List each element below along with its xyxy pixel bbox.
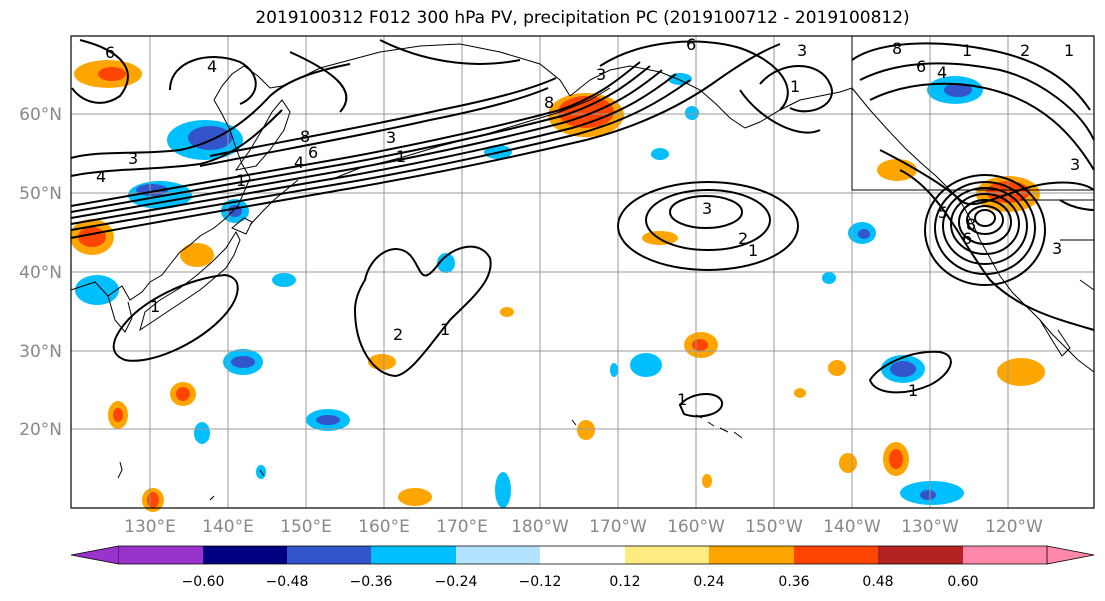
korea-coast bbox=[107, 295, 133, 333]
contour-label: 6 bbox=[916, 57, 926, 76]
hokkaido-coast bbox=[231, 217, 253, 235]
contour-label: 1 bbox=[962, 41, 972, 60]
baja-coast bbox=[1039, 319, 1071, 357]
contour-label: 3 bbox=[702, 199, 712, 218]
lon-label: 180°W bbox=[511, 517, 569, 537]
precip-shading bbox=[70, 60, 1045, 512]
contour-label: 1 bbox=[790, 77, 800, 96]
contour-label: 4 bbox=[937, 63, 947, 82]
lat-label: 30°N bbox=[19, 342, 62, 362]
contour-label: 2 bbox=[393, 325, 403, 344]
contour-label: 4 bbox=[96, 167, 106, 186]
kamchatka-coast bbox=[234, 99, 291, 171]
contour-label: 1 bbox=[236, 171, 246, 190]
colorbar-tick-label: 0.24 bbox=[693, 574, 724, 590]
contour-label: 1 bbox=[150, 297, 160, 316]
colorbar-tick-labels: −0.60 −0.48 −0.36 −0.24 −0.12 0.12 0.24 … bbox=[182, 574, 979, 590]
contour-label: 1 bbox=[908, 381, 918, 400]
lon-label: 120°W bbox=[985, 517, 1043, 537]
contour-label: 6 bbox=[962, 229, 972, 248]
lon-label: 170°E bbox=[436, 517, 488, 537]
contour-label: 3 bbox=[386, 128, 396, 147]
contour-label: 8 bbox=[966, 215, 976, 234]
japan-coast bbox=[139, 230, 241, 332]
contour-label: 8 bbox=[544, 93, 554, 112]
lat-label: 50°N bbox=[19, 184, 62, 204]
precip-positive-blobs bbox=[70, 60, 1045, 512]
lon-label: 140°W bbox=[823, 517, 881, 537]
colorbar-segment bbox=[1046, 545, 1095, 565]
contour-label: 8 bbox=[892, 39, 902, 58]
contour-label: 6 bbox=[105, 43, 115, 62]
lat-label: 40°N bbox=[19, 263, 62, 283]
colorbar-segment bbox=[371, 546, 456, 564]
colorbar-outline bbox=[119, 545, 1047, 565]
colorbar-segment bbox=[794, 546, 878, 564]
latitude-labels: 60°N 50°N 40°N 30°N 20°N bbox=[19, 105, 62, 440]
asia-coast bbox=[70, 43, 571, 301]
contour-label: 1 bbox=[748, 241, 758, 260]
figure-title: 2019100312 F012 300 hPa PV, precipitatio… bbox=[255, 8, 910, 28]
colorbar-segment bbox=[287, 546, 371, 564]
colorbar-segment bbox=[203, 546, 287, 564]
map-panel[interactable]: 6 4 3 4 8 6 4 1 3 1 8 3 6 3 1 3 2 1 2 1 … bbox=[70, 35, 1095, 512]
colorbar-segment bbox=[70, 545, 120, 565]
lon-label: 160°E bbox=[358, 517, 410, 537]
contour-label: 5 bbox=[938, 203, 948, 222]
colorbar-tick-label: 0.36 bbox=[778, 574, 809, 590]
contour-label: 1 bbox=[677, 390, 687, 409]
colorbar-tick-label: −0.60 bbox=[182, 574, 225, 590]
lon-label: 160°W bbox=[667, 517, 725, 537]
colorbar-segment bbox=[119, 546, 203, 564]
colorbar-tick-label: 0.48 bbox=[862, 574, 893, 590]
contour-label: 3 bbox=[128, 149, 138, 168]
contour-label: 3 bbox=[1052, 239, 1062, 258]
lat-label: 20°N bbox=[19, 420, 62, 440]
map-border bbox=[70, 35, 1095, 509]
colorbar-tick-label: 0.12 bbox=[609, 574, 640, 590]
colorbar-tick-label: −0.48 bbox=[266, 574, 309, 590]
contour-label: 6 bbox=[308, 143, 318, 162]
lon-label: 170°W bbox=[589, 517, 647, 537]
lon-label: 150°E bbox=[280, 517, 332, 537]
colorbar-tick-label: −0.36 bbox=[350, 574, 393, 590]
contour-label: 6 bbox=[686, 35, 696, 54]
lat-label: 60°N bbox=[19, 105, 62, 125]
contour-label: 2 bbox=[1020, 41, 1030, 60]
colorbar-segment bbox=[709, 546, 794, 564]
alaska-coast bbox=[569, 36, 853, 129]
colorbar-segments bbox=[70, 545, 1095, 565]
colorbar-tick-label: −0.24 bbox=[435, 574, 478, 590]
contour-label: 4 bbox=[207, 57, 217, 76]
contour-label: 1 bbox=[1064, 41, 1074, 60]
contour-label: 8 bbox=[300, 127, 310, 146]
colorbar-segment bbox=[963, 546, 1047, 564]
contour-label: 3 bbox=[596, 65, 606, 84]
contour-label: 1 bbox=[396, 147, 406, 166]
lon-label: 140°E bbox=[202, 517, 254, 537]
graticule bbox=[71, 36, 1094, 508]
colorbar-segment bbox=[456, 546, 540, 564]
lon-label: 130°E bbox=[124, 517, 176, 537]
lon-label: 150°W bbox=[745, 517, 803, 537]
colorbar-segment bbox=[625, 546, 709, 564]
na-west-coast bbox=[851, 87, 1095, 373]
colorbar-tick-label: −0.12 bbox=[519, 574, 562, 590]
contour-label: 3 bbox=[1070, 155, 1080, 174]
colorbar: −0.60 −0.48 −0.36 −0.24 −0.12 0.12 0.24 … bbox=[70, 545, 1095, 590]
contour-labels: 6 4 3 4 8 6 4 1 3 1 8 3 6 3 1 3 2 1 2 1 … bbox=[96, 35, 1080, 409]
pacific-islands bbox=[117, 419, 577, 501]
contour-label: 4 bbox=[294, 153, 304, 172]
lon-label: 130°W bbox=[901, 517, 959, 537]
colorbar-segment bbox=[878, 546, 963, 564]
contour-label: 2 bbox=[738, 229, 748, 248]
colorbar-segment bbox=[540, 546, 625, 564]
colorbar-tick-label: 0.60 bbox=[947, 574, 978, 590]
longitude-labels: 130°E 140°E 150°E 160°E 170°E 180°W 170°… bbox=[124, 517, 1043, 537]
contour-label: 3 bbox=[797, 41, 807, 60]
contour-label: 1 bbox=[440, 320, 450, 339]
